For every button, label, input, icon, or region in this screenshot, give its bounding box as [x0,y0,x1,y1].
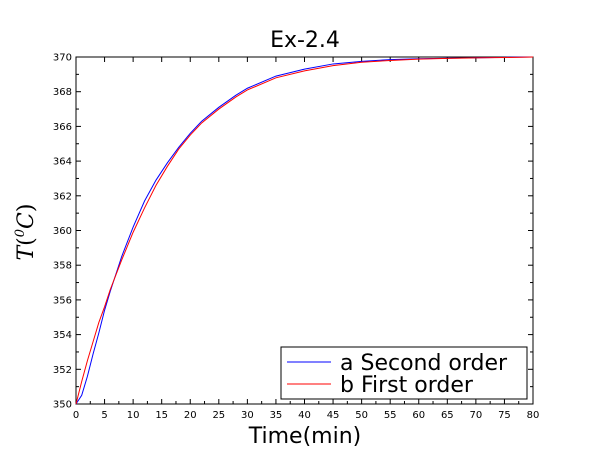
x-tick-label: 65 [441,410,454,421]
x-tick-label: 75 [498,410,511,421]
y-axis-label: T(0C) [13,204,39,261]
y-tick-label: 370 [53,53,72,64]
x-tick-label: 40 [298,410,311,421]
y-axis-label-superscript: 0 [13,229,28,237]
y-tick-label: 360 [53,226,72,237]
x-tick-label: 20 [184,410,197,421]
y-tick-label: 366 [53,122,72,133]
legend-label-first-order: b First order [340,373,474,398]
series-layer [75,56,534,405]
x-axis-ticks: 0 5 10 15 20 25 30 35 40 45 50 55 60 65 70 75 80 [73,57,540,421]
y-tick-label: 352 [53,365,72,376]
x-tick-label: 10 [127,410,140,421]
svg-text:T(0C): T(0C) [13,204,39,261]
x-tick-label: 5 [101,410,107,421]
x-axis-label: Time(min) [248,424,362,449]
x-tick-label: 60 [412,410,425,421]
x-tick-label: 80 [527,410,540,421]
y-axis-ticks: 350 352 354 356 358 360 362 364 366 368 370 [53,53,533,411]
x-tick-label: 45 [327,410,340,421]
y-tick-label: 350 [53,400,72,411]
y-tick-label: 354 [53,330,72,341]
y-tick-label: 364 [53,157,72,168]
y-tick-label: 362 [53,191,72,202]
x-tick-label: 30 [241,410,254,421]
chart-title: Ex-2.4 [270,28,340,53]
x-tick-label: 0 [73,410,79,421]
x-tick-label: 70 [470,410,483,421]
y-tick-label: 358 [53,261,72,272]
x-tick-label: 15 [155,410,168,421]
series-line-second-order [75,56,534,405]
legend-box [280,346,528,400]
y-tick-label: 356 [53,295,72,306]
series-line-first-order [75,56,534,405]
x-tick-label: 55 [384,410,397,421]
y-tick-label: 368 [53,87,72,98]
x-tick-label: 25 [212,410,225,421]
y-axis-label-symbol: T [14,244,39,261]
legend-label-second-order: a Second order [340,351,508,376]
y-axis-label-unit: C [14,212,39,229]
x-tick-label: 50 [355,410,368,421]
x-tick-label: 35 [270,410,283,421]
legend: a Second order b First order [280,346,528,400]
